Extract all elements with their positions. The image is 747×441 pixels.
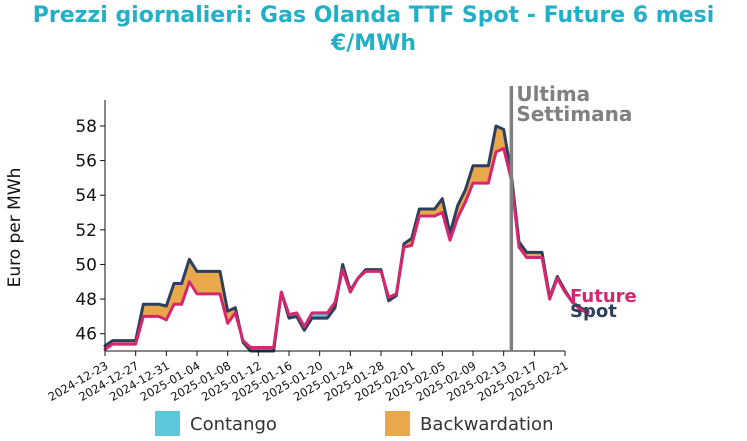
y-tick-label: 50 bbox=[75, 255, 97, 275]
y-tick-label: 58 bbox=[75, 117, 97, 137]
series-label-spot: Spot bbox=[570, 301, 617, 322]
y-tick-label: 54 bbox=[75, 186, 97, 206]
legend-swatch-contango bbox=[155, 411, 180, 436]
spread-fill-segment bbox=[480, 165, 489, 184]
legend: Contango Backwardation bbox=[155, 411, 553, 436]
spread-fill-segment bbox=[196, 271, 205, 295]
y-tick-label: 46 bbox=[75, 325, 97, 345]
series-label-future: Future bbox=[570, 286, 637, 307]
legend-label-backwardation: Backwardation bbox=[420, 414, 553, 435]
series-line-future bbox=[103, 146, 590, 351]
chart-title: Prezzi giornalieri: Gas Olanda TTF Spot … bbox=[32, 3, 715, 28]
spread-fill-segment bbox=[143, 303, 152, 317]
legend-swatch-backwardation bbox=[385, 411, 410, 436]
spread-fill-segment bbox=[150, 303, 159, 317]
spread-fill-segment bbox=[173, 283, 182, 305]
last-week-label-line2: Settimana bbox=[516, 102, 632, 126]
chart-title-unit: €/MWh bbox=[330, 31, 417, 56]
spread-fill-segment bbox=[472, 165, 481, 184]
last-week-label-line1: Ultima bbox=[516, 82, 590, 106]
legend-label-contango: Contango bbox=[190, 414, 277, 435]
series-lines bbox=[103, 124, 590, 353]
y-axis-label: Euro per MWh bbox=[5, 168, 25, 288]
series-line-spot bbox=[103, 124, 590, 353]
spread-fill-segment bbox=[204, 271, 213, 295]
axes: 464850525456582024-12-232024-12-272024-1… bbox=[5, 100, 571, 404]
y-tick-label: 56 bbox=[75, 152, 97, 172]
spread-fills bbox=[104, 125, 589, 352]
y-tick-label: 52 bbox=[75, 221, 97, 241]
spread-fill-segment bbox=[212, 271, 221, 295]
y-tick-label: 48 bbox=[75, 290, 97, 310]
